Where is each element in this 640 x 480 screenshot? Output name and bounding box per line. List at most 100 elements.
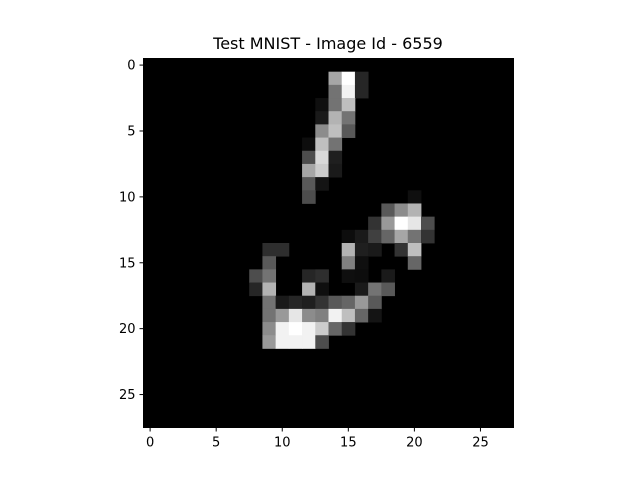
pixel-cell (262, 335, 277, 349)
pixel-cell (328, 84, 343, 99)
pixel-cell (302, 190, 316, 204)
pixel-cell (381, 203, 395, 218)
pixel-cell (262, 322, 277, 336)
pixel-cell (302, 308, 316, 323)
pixel-cell (328, 322, 343, 336)
pixel-cell (262, 308, 277, 323)
pixel-cell (249, 282, 263, 297)
pixel-cell (315, 137, 329, 152)
pixel-cell (328, 150, 343, 165)
pixel-cell (354, 308, 369, 323)
pixel-cell (315, 322, 329, 336)
pixel-cell (275, 308, 290, 323)
pixel-cell (288, 335, 303, 349)
pixel-cell (354, 229, 369, 244)
pixel-cell (315, 295, 329, 310)
pixel-cell (368, 243, 382, 257)
pixel-cell (302, 150, 316, 165)
pixel-cell (368, 216, 382, 231)
y-tick-label: 5 (127, 124, 135, 139)
pixel-cell (302, 137, 316, 152)
pixel-cell (407, 190, 422, 204)
y-axis: 0 5 10 15 20 25 (119, 59, 144, 403)
pixel-cell (315, 308, 329, 323)
pixel-cell (341, 322, 356, 336)
pixel-cell (302, 163, 316, 178)
pixel-cell (368, 229, 382, 244)
pixel-cell (368, 295, 382, 310)
pixel-cell (275, 322, 290, 336)
pixel-cell (394, 243, 409, 257)
image-layer (143, 58, 514, 428)
pixel-cell (328, 163, 343, 178)
pixel-cell (341, 308, 356, 323)
pixel-cell (315, 163, 329, 178)
x-tick-label: 0 (146, 436, 154, 451)
pixel-cell (354, 256, 369, 270)
pixel-cell (315, 150, 329, 165)
pixel-cell (394, 203, 409, 218)
pixel-cell (354, 71, 369, 86)
pixel-cell (328, 295, 343, 310)
y-tick-label: 15 (119, 256, 136, 271)
pixel-cell (407, 203, 422, 218)
pixel-cell (407, 229, 422, 244)
pixel-cell (341, 269, 356, 283)
pixel-cell (315, 269, 329, 283)
pixel-cell (381, 282, 395, 297)
y-tick-label: 0 (127, 59, 135, 74)
pixel-cell (328, 111, 343, 125)
pixel-cell (315, 98, 329, 112)
pixel-cell (328, 71, 343, 86)
pixel-cell (368, 282, 382, 297)
pixel-cell (262, 282, 277, 297)
chart-title: Test MNIST - Image Id - 6559 (212, 34, 443, 53)
pixel-cell (262, 243, 277, 257)
pixel-cell (407, 256, 422, 270)
pixel-cell (341, 71, 356, 86)
pixel-cell (354, 282, 369, 297)
pixel-cell (302, 177, 316, 191)
pixel-cell (302, 269, 316, 283)
pixel-cell (249, 269, 263, 283)
x-tick-label: 25 (472, 436, 489, 451)
pixel-cell (315, 282, 329, 297)
pixel-cell (302, 282, 316, 297)
pixel-cell (328, 98, 343, 112)
x-tick-label: 15 (340, 436, 357, 451)
y-tick-label: 25 (119, 388, 136, 403)
pixel-cell (315, 124, 329, 138)
pixel-cell (354, 84, 369, 99)
pixel-cell (381, 216, 395, 231)
pixel-cell (354, 269, 369, 283)
pixel-cell (315, 111, 329, 125)
pixel-cell (288, 322, 303, 336)
x-tick-label: 20 (406, 436, 423, 451)
pixel-cell (302, 295, 316, 310)
pixel-cell (341, 111, 356, 125)
pixel-cell (368, 308, 382, 323)
pixel-cell (262, 295, 277, 310)
pixel-cell (421, 216, 435, 231)
pixel-cell (328, 308, 343, 323)
pixel-cell (275, 335, 290, 349)
axes-frame (143, 58, 514, 428)
pixel-cell (328, 137, 343, 152)
pixel-cell (341, 84, 356, 99)
pixel-cell (262, 256, 277, 270)
pixel-cell (288, 295, 303, 310)
pixel-cell (315, 177, 329, 191)
x-axis: 0 5 10 15 20 25 (146, 427, 489, 451)
pixel-cell (354, 243, 369, 257)
pixel-cell (341, 243, 356, 257)
pixel-cell (394, 229, 409, 244)
y-tick-label: 20 (119, 322, 136, 337)
pixel-cell (302, 322, 316, 336)
pixel-cell (354, 295, 369, 310)
y-tick-label: 10 (119, 190, 136, 205)
x-tick-label: 5 (212, 436, 220, 451)
pixel-cell (288, 308, 303, 323)
pixel-cell (341, 256, 356, 270)
